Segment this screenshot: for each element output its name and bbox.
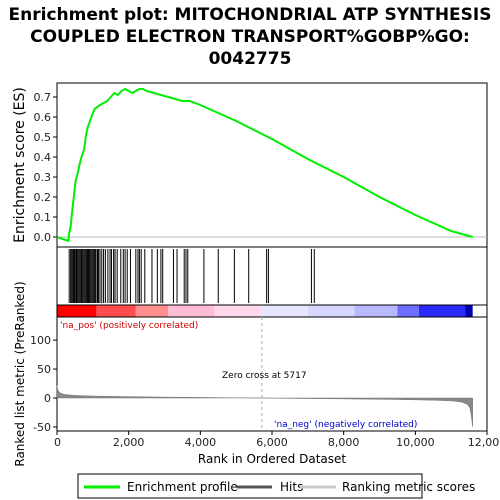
- heatbar-segment: [57, 305, 97, 317]
- x-tick-label: 2,000: [113, 436, 145, 449]
- es-y-axis-label: Enrichment score (ES): [12, 87, 28, 243]
- es-y-tick-label: 0.1: [34, 211, 52, 224]
- x-axis: 0 2,000 4,000 6,000 8,000 10,000 12,000: [54, 431, 500, 449]
- x-tick-label: 4,000: [185, 436, 217, 449]
- pos-label: 'na_pos' (positively correlated): [60, 321, 198, 331]
- chart-title-line-2: COUPLED ELECTRON TRANSPORT%GOBP%GO:: [30, 27, 470, 47]
- hits-panel: [56, 246, 488, 306]
- es-y-tick-label: 0.5: [34, 131, 52, 144]
- metric-y-tick-label: 100: [30, 334, 51, 347]
- ranking-heatbar: [57, 305, 473, 317]
- x-tick-label: 12,000: [468, 436, 500, 449]
- x-tick-label: 6,000: [256, 436, 288, 449]
- heatbar-segment: [261, 305, 308, 317]
- es-y-tick-label: 0.3: [34, 171, 52, 184]
- legend-hits-label: Hits: [280, 480, 303, 494]
- neg-label: 'na_neg' (negatively correlated): [274, 420, 417, 430]
- x-tick-label: 0: [54, 436, 61, 449]
- heatbar-segment: [418, 305, 466, 317]
- heatbar-segment: [307, 305, 355, 317]
- metric-y-tick-label: 0: [44, 392, 51, 405]
- heatbar-segment: [214, 305, 262, 317]
- heatbar-segment: [465, 305, 473, 317]
- enrichment-profile-line: [56, 87, 473, 243]
- heatbar-segment: [354, 305, 398, 317]
- heatbar-segment: [96, 305, 136, 317]
- es-y-tick-label: 0.6: [34, 111, 52, 124]
- legend-enrichment-label: Enrichment profile: [127, 480, 238, 494]
- es-y-tick-label: 0.7: [34, 91, 52, 104]
- metric-y-tick-label: -50: [33, 421, 51, 434]
- chart-title-line-1: Enrichment plot: MITOCHONDRIAL ATP SYNTH…: [9, 5, 492, 25]
- zero-cross-label: Zero cross at 5717: [222, 371, 307, 381]
- metric-y-axis-label: Ranked list metric (PreRanked): [13, 281, 27, 466]
- hits-group: [68, 249, 315, 303]
- x-tick-label: 10,000: [396, 436, 435, 449]
- x-tick-label: 8,000: [328, 436, 360, 449]
- metric-y-tick-label: 50: [37, 363, 51, 376]
- es-panel: [56, 82, 488, 248]
- heatbar-segment: [168, 305, 215, 317]
- metric-y-axis: 100 50 0 -50: [30, 334, 57, 434]
- es-y-tick-label: 0.0: [34, 231, 52, 244]
- legend-metric-label: Ranking metric scores: [342, 480, 475, 494]
- es-y-axis: 0.0 0.1 0.2 0.3 0.4 0.5 0.6 0.7: [34, 91, 57, 244]
- es-y-tick-label: 0.4: [34, 151, 52, 164]
- es-y-tick-label: 0.2: [34, 191, 52, 204]
- x-axis-label: Rank in Ordered Dataset: [198, 452, 346, 466]
- ranking-metric-area: [56, 385, 473, 427]
- chart-title-line-3: 0042775: [209, 49, 292, 69]
- metric-panel: [56, 316, 488, 432]
- heatbar-segment: [135, 305, 169, 317]
- heatbar-segment: [397, 305, 419, 317]
